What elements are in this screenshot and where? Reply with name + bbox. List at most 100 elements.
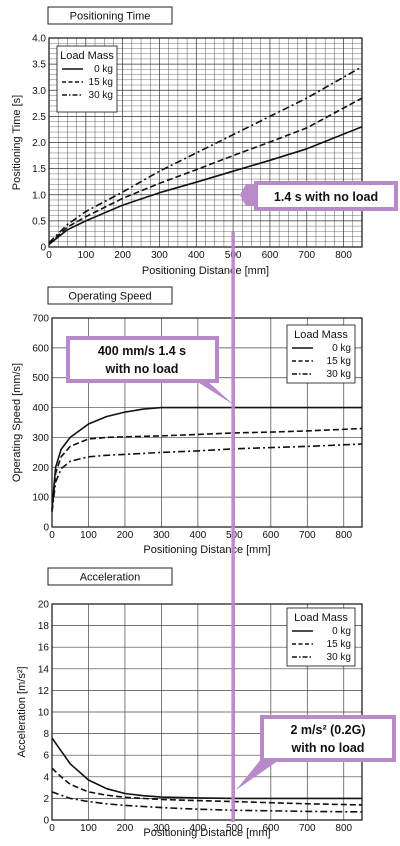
y-tick-label: 200 (32, 463, 49, 474)
x-tick-label: 200 (114, 250, 131, 261)
callout-positioning-time: 1.4 s with no load (240, 181, 398, 211)
chart-panel-3: Acceleration 0 100 200 300 400 500 600 700 800 0 2 4… (16, 567, 363, 839)
y-axis-label: Operating Speed [mm/s] (11, 363, 23, 482)
x-tick-label: 200 (117, 530, 134, 541)
callout-pointer (240, 184, 256, 206)
plot-frame (48, 37, 363, 248)
y-tick-label: 8 (43, 729, 49, 740)
y-tick-label: 2.5 (32, 112, 46, 123)
y-tick-label: 1.5 (32, 164, 46, 175)
x-axis-label: Positioning Distance [mm] (142, 265, 269, 277)
y-axis-label: Acceleration [m/s²] (16, 666, 28, 757)
chart-panel-1: Positioning Time010020030040050060070080… (11, 6, 363, 277)
y-tick-label: 6 (43, 751, 49, 762)
x-tick-label: 100 (77, 250, 94, 261)
legend-title: Load Mass (60, 50, 114, 62)
y-tick-label: 14 (38, 664, 50, 675)
x-tick-label: 600 (262, 823, 279, 834)
y-axis-label: Positioning Time [s] (11, 95, 23, 190)
legend-label: 30 kg (327, 369, 351, 380)
y-tick-label: 0.5 (32, 216, 46, 227)
y-tick-label: 500 (32, 373, 49, 384)
x-tick-label: 400 (190, 530, 207, 541)
callout-box (260, 715, 396, 762)
chart-title: Positioning Time (70, 11, 151, 23)
x-tick-label: 200 (117, 823, 134, 834)
callout-acceleration: 2 m/s² (0.2G) with no load (236, 715, 396, 790)
y-tick-label: 100 (32, 493, 49, 504)
x-tick-label: 300 (153, 530, 170, 541)
callout-operating-speed: 400 mm/s 1.4 s with no load (66, 336, 234, 405)
y-tick-label: 2 (43, 794, 49, 805)
series-line-0-kg (48, 126, 363, 246)
callout-text-line-1: 2 m/s² (0.2G) (290, 723, 365, 737)
series-line-30-kg (51, 443, 363, 513)
y-tick-label: 4 (43, 772, 49, 783)
y-tick-label: 300 (32, 433, 49, 444)
highlight-overlay: 1.4 s with no load 400 mm/s 1.4 s with no … (66, 181, 398, 822)
chart-title: Operating Speed (68, 291, 151, 303)
legend-title: Load Mass (294, 612, 348, 624)
x-tick-label: 800 (335, 823, 352, 834)
plot-frame (51, 317, 363, 528)
chart-title-box (47, 286, 173, 305)
y-tick-label: 3.5 (32, 60, 46, 71)
legend-label: 30 kg (327, 652, 351, 663)
legend-box (56, 45, 118, 113)
x-tick-label: 700 (299, 530, 316, 541)
y-tick-label: 0 (43, 523, 49, 534)
x-tick-label: 700 (299, 823, 316, 834)
x-tick-label: 100 (80, 530, 97, 541)
y-tick-label: 400 (32, 403, 49, 414)
x-tick-label: 0 (49, 823, 55, 834)
legend: Load Mass 0 kg 15 kg 30 kg (286, 324, 356, 384)
series-line-0-kg (51, 406, 362, 510)
legend-title: Load Mass (294, 329, 348, 341)
legend-label: 15 kg (327, 639, 351, 650)
y-tick-label: 0 (40, 243, 46, 254)
callout-text-line-2: with no load (291, 741, 365, 755)
series-line-30-kg (51, 791, 363, 813)
y-tick-label: 20 (38, 600, 50, 611)
callout-text: 1.4 s with no load (274, 190, 378, 204)
legend: Load Mass 0 kg 15 kg 30 kg (286, 607, 356, 667)
y-tick-label: 1.0 (32, 190, 46, 201)
series-line-0-kg (51, 737, 362, 800)
x-tick-label: 600 (262, 530, 279, 541)
x-tick-label: 0 (46, 250, 52, 261)
x-tick-label: 400 (188, 250, 205, 261)
legend-label: 0 kg (332, 343, 351, 354)
chart-panel-2: Operating Speed 0 100 200 300 400 500 600 700 800… (11, 286, 363, 556)
x-tick-label: 0 (49, 530, 55, 541)
y-tick-label: 700 (32, 314, 49, 325)
y-tick-label: 18 (38, 621, 50, 632)
callout-pointer (178, 380, 234, 405)
x-tick-label: 100 (80, 823, 97, 834)
series-line-30-kg (48, 66, 363, 244)
series-line-15-kg (51, 767, 363, 806)
y-tick-label: 16 (38, 643, 50, 654)
callout-text-line-2: with no load (105, 362, 179, 376)
legend-label: 0 kg (94, 64, 113, 75)
x-tick-label: 700 (298, 250, 315, 261)
y-tick-label: 10 (38, 708, 50, 719)
chart-title-box (47, 567, 173, 586)
chart-title-box (47, 6, 173, 25)
y-tick-label: 12 (38, 686, 50, 697)
legend-label: 0 kg (332, 626, 351, 637)
x-axis-label: Positioning Distance [mm] (143, 544, 270, 556)
y-tick-label: 4.0 (32, 34, 46, 45)
callout-box (66, 336, 219, 383)
x-tick-label: 500 (226, 823, 243, 834)
x-tick-label: 800 (335, 530, 352, 541)
callout-box (254, 181, 398, 211)
chart-title: Acceleration (80, 572, 141, 584)
series-line-15-kg (48, 97, 363, 245)
legend-label: 30 kg (89, 90, 113, 101)
series-line-15-kg (51, 427, 363, 511)
legend-box (286, 324, 356, 384)
legend-label: 15 kg (327, 356, 351, 367)
y-tick-label: 3.0 (32, 86, 46, 97)
x-tick-label: 300 (153, 823, 170, 834)
